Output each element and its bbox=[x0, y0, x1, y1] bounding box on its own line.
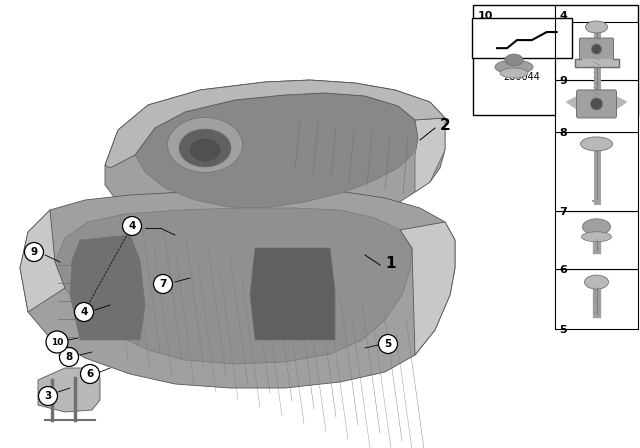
Text: 3: 3 bbox=[44, 391, 52, 401]
Ellipse shape bbox=[586, 21, 607, 33]
Ellipse shape bbox=[189, 138, 221, 162]
Polygon shape bbox=[566, 96, 579, 110]
Bar bbox=[555, 211, 638, 269]
Polygon shape bbox=[20, 210, 65, 312]
Text: 9: 9 bbox=[559, 76, 567, 86]
Ellipse shape bbox=[168, 117, 243, 172]
Polygon shape bbox=[400, 222, 455, 355]
Text: 9: 9 bbox=[31, 247, 38, 257]
FancyBboxPatch shape bbox=[577, 90, 616, 118]
Text: 10: 10 bbox=[478, 11, 493, 21]
Ellipse shape bbox=[580, 137, 612, 151]
Bar bbox=[472, 18, 572, 58]
Ellipse shape bbox=[591, 98, 602, 110]
Text: 4: 4 bbox=[128, 221, 136, 231]
Text: 2: 2 bbox=[440, 117, 451, 133]
Circle shape bbox=[74, 302, 93, 322]
Text: 6: 6 bbox=[559, 265, 567, 275]
Text: 8: 8 bbox=[559, 128, 567, 138]
Circle shape bbox=[154, 275, 173, 293]
Text: 280044: 280044 bbox=[504, 72, 540, 82]
Ellipse shape bbox=[495, 60, 533, 74]
Polygon shape bbox=[70, 235, 145, 340]
Text: 4: 4 bbox=[560, 11, 568, 21]
Circle shape bbox=[24, 242, 44, 262]
Polygon shape bbox=[614, 96, 627, 110]
Circle shape bbox=[122, 216, 141, 236]
Polygon shape bbox=[38, 368, 100, 412]
Text: 6: 6 bbox=[86, 369, 93, 379]
Circle shape bbox=[38, 387, 58, 405]
Circle shape bbox=[81, 365, 99, 383]
Circle shape bbox=[46, 331, 68, 353]
Text: 5: 5 bbox=[559, 325, 566, 335]
Ellipse shape bbox=[584, 275, 609, 289]
Text: 5: 5 bbox=[385, 339, 392, 349]
Polygon shape bbox=[105, 80, 445, 255]
Polygon shape bbox=[250, 248, 335, 340]
Circle shape bbox=[60, 348, 79, 366]
Bar bbox=[473, 5, 638, 115]
Ellipse shape bbox=[500, 68, 528, 78]
Ellipse shape bbox=[505, 54, 523, 66]
Polygon shape bbox=[415, 118, 445, 192]
Bar bbox=[555, 22, 638, 80]
Ellipse shape bbox=[582, 219, 611, 235]
Text: 7: 7 bbox=[559, 207, 567, 216]
Ellipse shape bbox=[591, 44, 602, 54]
Polygon shape bbox=[105, 80, 445, 168]
Text: 8: 8 bbox=[65, 352, 72, 362]
Ellipse shape bbox=[582, 232, 611, 242]
Bar bbox=[555, 80, 638, 132]
Bar bbox=[555, 132, 638, 211]
Polygon shape bbox=[20, 190, 455, 388]
Ellipse shape bbox=[179, 129, 231, 167]
Text: 1: 1 bbox=[385, 255, 396, 271]
Polygon shape bbox=[55, 208, 412, 364]
Text: 4: 4 bbox=[80, 307, 88, 317]
FancyBboxPatch shape bbox=[579, 38, 614, 60]
Bar bbox=[555, 269, 638, 329]
Text: 10: 10 bbox=[51, 337, 63, 346]
Circle shape bbox=[378, 335, 397, 353]
Polygon shape bbox=[135, 93, 418, 208]
Text: 7: 7 bbox=[159, 279, 166, 289]
